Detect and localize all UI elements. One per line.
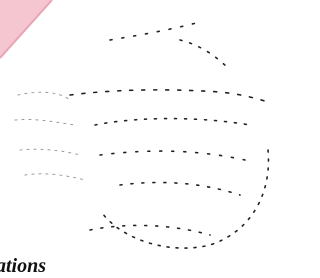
mid-stroke bbox=[100, 151, 245, 160]
top-stroke bbox=[70, 90, 268, 102]
arc bbox=[100, 150, 268, 248]
mid-stroke bbox=[120, 182, 240, 195]
faint-lines bbox=[15, 92, 85, 180]
mid-stroke bbox=[95, 119, 250, 125]
upper-stroke bbox=[110, 22, 200, 40]
dotted-drawing bbox=[15, 22, 268, 248]
lower-stroke bbox=[90, 225, 210, 235]
caption: ations bbox=[0, 255, 46, 277]
page: ations (() => { const data = JSON.parse(… bbox=[0, 0, 320, 278]
sketch: ations bbox=[0, 0, 293, 278]
upper-stroke bbox=[180, 40, 230, 70]
